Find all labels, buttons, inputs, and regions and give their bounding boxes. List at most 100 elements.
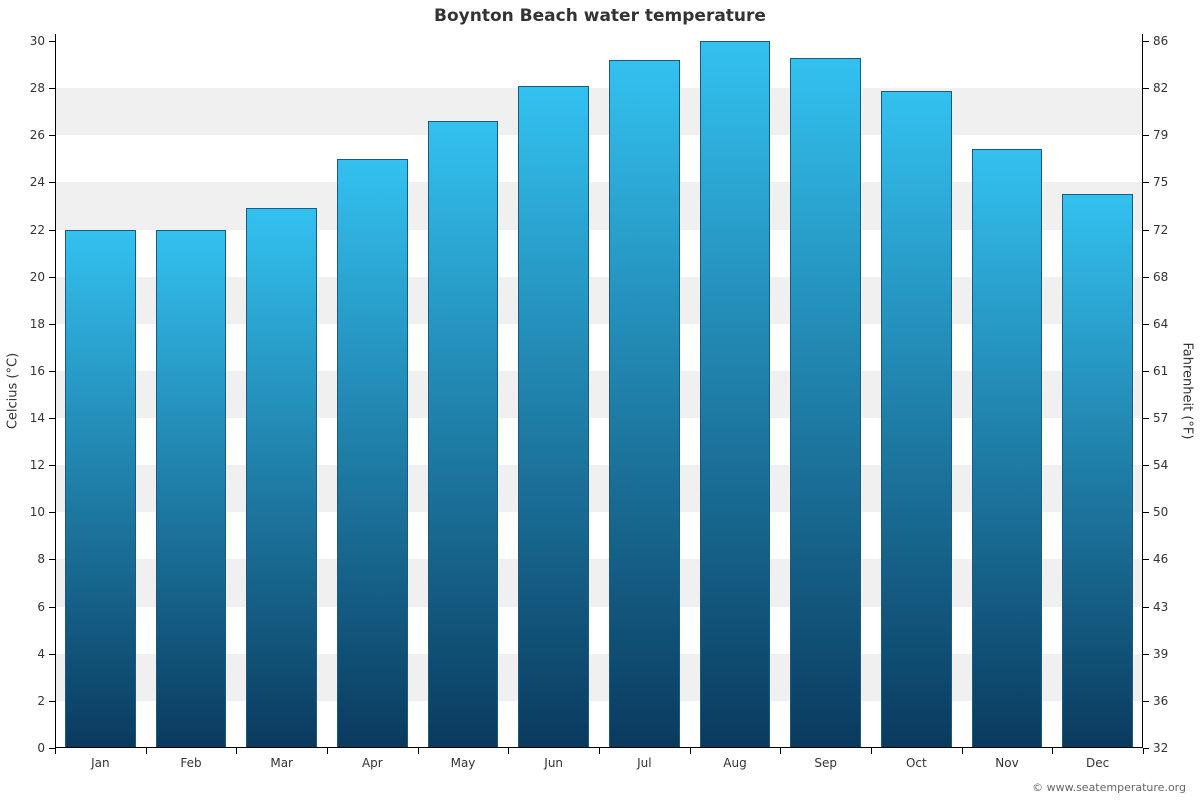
y-left-tick-label: 28 <box>30 81 45 95</box>
x-tick-label: Oct <box>906 756 927 770</box>
y-left-tick <box>49 607 55 608</box>
bar-apr <box>337 159 408 748</box>
y-left-tick <box>49 230 55 231</box>
y-right-tick <box>1143 654 1149 655</box>
x-tick <box>871 748 872 754</box>
y-left-tick <box>49 88 55 89</box>
y-right-tick <box>1143 324 1149 325</box>
y-right-tick <box>1143 465 1149 466</box>
bar-jan <box>65 230 136 748</box>
y-right-tick-label: 82 <box>1153 81 1168 95</box>
x-tick-label: Nov <box>995 756 1018 770</box>
bar-feb <box>156 230 227 748</box>
x-tick <box>508 748 509 754</box>
y-left-tick <box>49 559 55 560</box>
y-left-tick <box>49 182 55 183</box>
y-right-tick <box>1143 277 1149 278</box>
bar-jun <box>518 86 589 748</box>
x-tick-label: Feb <box>180 756 201 770</box>
y-left-tick <box>49 512 55 513</box>
y-left-tick-label: 6 <box>37 600 45 614</box>
y-left-tick <box>49 277 55 278</box>
y-right-tick <box>1143 371 1149 372</box>
y-left-tick-label: 2 <box>37 694 45 708</box>
y-right-tick-label: 79 <box>1153 128 1168 142</box>
y-right-tick-label: 54 <box>1153 458 1168 472</box>
x-tick-label: Jun <box>544 756 563 770</box>
y-right-tick-label: 86 <box>1153 34 1168 48</box>
y-right-tick <box>1143 559 1149 560</box>
y-left-tick-label: 22 <box>30 223 45 237</box>
y-left-tick-label: 26 <box>30 128 45 142</box>
y-left-tick-label: 4 <box>37 647 45 661</box>
x-tick <box>418 748 419 754</box>
x-tick <box>55 748 56 754</box>
grid-band <box>55 88 1143 135</box>
y-right-tick-label: 68 <box>1153 270 1168 284</box>
bar-mar <box>246 208 317 748</box>
x-tick-label: Jan <box>91 756 110 770</box>
x-tick-label: Jul <box>637 756 651 770</box>
y-right-tick <box>1143 88 1149 89</box>
y-left-tick-label: 20 <box>30 270 45 284</box>
y-left-tick <box>49 418 55 419</box>
y-right-tick <box>1143 701 1149 702</box>
y-left-tick-label: 14 <box>30 411 45 425</box>
y-left-tick-label: 10 <box>30 505 45 519</box>
y-right-tick <box>1143 607 1149 608</box>
x-tick <box>599 748 600 754</box>
y-left-tick-label: 0 <box>37 741 45 755</box>
y-axis-left <box>55 34 56 748</box>
y-right-tick-label: 43 <box>1153 600 1168 614</box>
y-right-tick-label: 32 <box>1153 741 1168 755</box>
temperature-bar-chart: Boynton Beach water temperature 02468101… <box>0 0 1200 800</box>
plot-area: 0246810121416182022242628303236394346505… <box>55 34 1143 748</box>
y-right-tick-label: 61 <box>1153 364 1168 378</box>
y-right-tick-label: 64 <box>1153 317 1168 331</box>
y-right-tick-label: 46 <box>1153 552 1168 566</box>
y-left-tick <box>49 654 55 655</box>
y-left-tick <box>49 324 55 325</box>
bar-jul <box>609 60 680 748</box>
y-right-tick <box>1143 512 1149 513</box>
bar-nov <box>972 149 1043 748</box>
x-tick <box>1052 748 1053 754</box>
y-right-tick <box>1143 41 1149 42</box>
y-left-tick-label: 8 <box>37 552 45 566</box>
x-tick <box>1143 748 1144 754</box>
x-tick-label: May <box>451 756 476 770</box>
x-tick-label: Apr <box>362 756 383 770</box>
x-tick <box>690 748 691 754</box>
x-tick-label: Aug <box>723 756 746 770</box>
x-tick-label: Sep <box>814 756 837 770</box>
y-right-tick-label: 75 <box>1153 175 1168 189</box>
bar-sep <box>790 58 861 748</box>
bar-oct <box>881 91 952 748</box>
y-right-tick-label: 36 <box>1153 694 1168 708</box>
y-right-tick <box>1143 135 1149 136</box>
y-left-tick-label: 12 <box>30 458 45 472</box>
y-right-tick-label: 72 <box>1153 223 1168 237</box>
y-left-tick-label: 16 <box>30 364 45 378</box>
x-tick <box>327 748 328 754</box>
y-right-tick <box>1143 230 1149 231</box>
y-left-tick-label: 18 <box>30 317 45 331</box>
y-axis-right <box>1142 34 1143 748</box>
y-left-tick <box>49 701 55 702</box>
bar-aug <box>700 41 771 748</box>
x-tick-label: Mar <box>270 756 293 770</box>
y-right-tick-label: 57 <box>1153 411 1168 425</box>
y-left-tick <box>49 135 55 136</box>
y-axis-left-title: Celcius (°C) <box>6 353 21 429</box>
y-left-tick-label: 24 <box>30 175 45 189</box>
bar-may <box>428 121 499 748</box>
x-tick <box>236 748 237 754</box>
y-left-tick <box>49 465 55 466</box>
y-left-tick <box>49 41 55 42</box>
chart-title: Boynton Beach water temperature <box>0 6 1200 26</box>
y-left-tick <box>49 371 55 372</box>
bar-dec <box>1062 194 1133 748</box>
y-right-tick <box>1143 182 1149 183</box>
y-right-tick <box>1143 418 1149 419</box>
x-tick-label: Dec <box>1086 756 1109 770</box>
